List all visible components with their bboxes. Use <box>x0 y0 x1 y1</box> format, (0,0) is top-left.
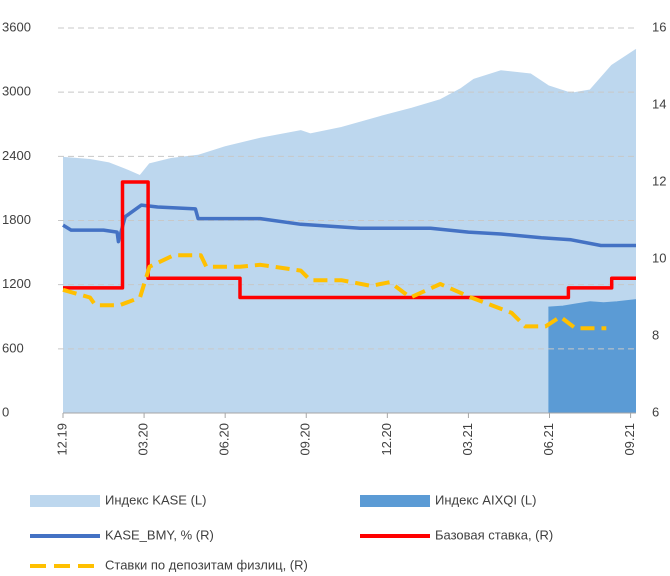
area-edge <box>548 299 637 308</box>
y-tick-label: 2400 <box>2 148 31 163</box>
y2-tick-label: 16 <box>652 19 666 34</box>
y-tick-label: 1800 <box>2 212 31 227</box>
y2-tick-label: 8 <box>652 327 659 342</box>
x-tick-label: 06.20 <box>217 423 232 456</box>
y-tick-label: 3600 <box>2 19 31 34</box>
y2-tick-label: 14 <box>652 96 666 111</box>
y2-tick-label: 10 <box>652 250 666 265</box>
area-fill <box>63 49 636 414</box>
y2-tick-label: 12 <box>652 173 666 188</box>
y-tick-label: 1200 <box>2 276 31 291</box>
legend-label: Ставки по депозитам физлиц, (R) <box>105 557 308 572</box>
series-line <box>62 203 636 248</box>
x-tick-label: 03.20 <box>136 423 151 456</box>
legend-swatch <box>360 495 430 507</box>
x-tick-label: 09.20 <box>298 423 313 456</box>
x-tick-label: 03.21 <box>460 423 475 456</box>
area-fill <box>548 299 636 413</box>
y-tick-label: 0 <box>2 404 9 419</box>
x-tick-label: 12.20 <box>379 423 394 456</box>
x-tick-label: 12.19 <box>54 423 69 456</box>
series-line <box>62 253 607 331</box>
series-line <box>63 180 636 300</box>
x-tick-label: 09.21 <box>622 423 637 456</box>
legend-label: Индекс AIXQI (L) <box>435 492 536 507</box>
x-tick-label: 06.21 <box>541 423 556 456</box>
y-tick-label: 600 <box>2 340 24 355</box>
legend-label: Индекс KASE (L) <box>105 492 206 507</box>
y2-tick-label: 6 <box>652 404 659 419</box>
area-edge <box>62 48 637 177</box>
y-tick-label: 3000 <box>2 84 31 99</box>
legend-label: Базовая ставка, (R) <box>435 527 553 542</box>
legend-swatch <box>30 495 100 507</box>
legend-label: KASE_BMY, % (R) <box>105 527 214 542</box>
